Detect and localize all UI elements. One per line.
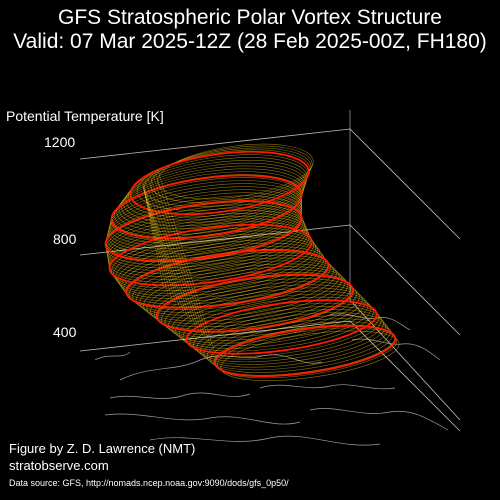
isosurface-contour — [118, 165, 305, 230]
isosurface-contour — [182, 296, 375, 352]
isosurface-contour — [189, 303, 380, 357]
coastline-2 — [109, 392, 251, 399]
coastline-8 — [351, 338, 441, 361]
coastline-3 — [259, 384, 396, 390]
surface-streak — [142, 182, 192, 323]
isosurface-contour — [157, 143, 314, 200]
level-outline-1100 — [129, 150, 310, 216]
coastline-6 — [149, 435, 381, 446]
surface-streak — [157, 170, 215, 352]
surface-streak — [145, 180, 196, 328]
surface-streak — [144, 192, 172, 299]
surface-streak — [143, 190, 176, 304]
coastline-map — [94, 313, 449, 446]
coastline-9 — [94, 351, 131, 361]
surface-streak — [143, 188, 180, 308]
z-axis-label: Potential Temperature [K] — [6, 108, 164, 124]
z-tick-label-1200: 1200 — [44, 134, 76, 150]
level-outline-800 — [108, 223, 313, 287]
isosurface-contour — [143, 263, 343, 322]
isosurface-contour — [128, 251, 331, 310]
surface-streak — [155, 172, 211, 347]
isosurface-contour — [119, 239, 323, 300]
surface-streak — [142, 186, 184, 313]
data-source: Data source: GFS, http://nomads.ncep.noa… — [9, 478, 289, 488]
isosurface-contour — [106, 207, 305, 269]
title-line-2: Valid: 07 Mar 2025-12Z (28 Feb 2025-00Z,… — [13, 30, 487, 53]
floor-edge-right — [349, 299, 461, 421]
isosurface-contour — [107, 215, 309, 277]
surface-streak — [147, 178, 200, 332]
surface-streak — [152, 174, 208, 342]
isosurface-contour — [171, 287, 366, 344]
credit-author: Figure by Z. D. Lawrence (NMT) — [9, 441, 196, 456]
level-outline-500 — [185, 299, 378, 355]
chart-title: GFS Stratospheric Polar Vortex Structure… — [0, 6, 500, 54]
isosurface-contour — [107, 213, 308, 274]
coastline-5 — [309, 408, 449, 431]
z-tick-label-400: 400 — [53, 324, 77, 340]
vortex-surface — [104, 143, 400, 381]
level-outline-1000 — [110, 174, 303, 240]
grid-line-400 — [79, 320, 461, 432]
isosurface-contour — [136, 149, 311, 211]
level-outline-400 — [214, 324, 397, 378]
coastline-4 — [104, 413, 301, 425]
isosurface-contour — [160, 278, 357, 336]
level-outline-900 — [104, 200, 303, 262]
isosurface-contour — [117, 236, 321, 297]
level-outline-700 — [125, 249, 330, 309]
isosurface-contour — [203, 315, 389, 368]
isosurface-contour — [199, 312, 387, 365]
level-outline-600 — [155, 273, 354, 333]
surface-streak — [150, 176, 204, 337]
title-line-1: GFS Stratospheric Polar Vortex Structure — [58, 6, 442, 29]
z-tick-label-800: 800 — [53, 231, 77, 247]
isosurface-contour — [164, 281, 360, 339]
surface-streak — [145, 195, 164, 289]
credit-website: stratobserve.com — [9, 458, 109, 473]
surface-streak — [142, 184, 188, 318]
surface-streak — [144, 193, 168, 294]
